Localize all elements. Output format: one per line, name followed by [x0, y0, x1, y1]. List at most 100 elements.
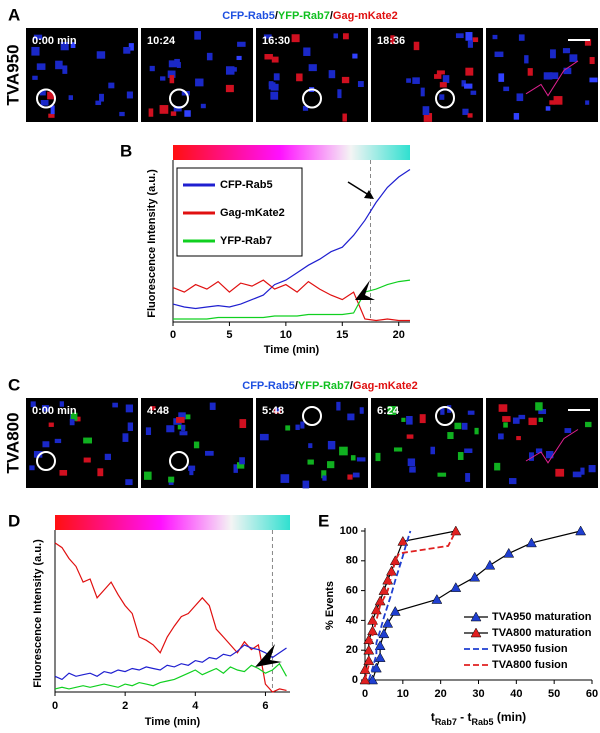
tracked-circle — [435, 88, 455, 109]
timestamp: 4:48 — [147, 405, 169, 417]
particle — [503, 422, 508, 428]
x-label-part: Rab7 — [435, 717, 457, 727]
particle — [194, 31, 201, 40]
y-tick-label: 60 — [346, 585, 358, 597]
particle — [69, 419, 75, 426]
particle — [55, 60, 63, 70]
particle — [406, 78, 411, 83]
particle — [36, 63, 46, 70]
particle — [170, 111, 177, 116]
particle — [83, 457, 91, 463]
timestamp: 0:00 min — [32, 405, 77, 417]
particle — [494, 462, 501, 471]
y-axis-label: Fluorescence Intensity (a.u.) — [146, 169, 158, 318]
particle — [125, 404, 133, 413]
particle — [549, 100, 555, 105]
title-part: / — [275, 10, 278, 22]
particle — [239, 419, 247, 429]
particle — [563, 67, 572, 75]
particle — [302, 105, 309, 111]
particle — [440, 407, 445, 415]
series-line — [54, 644, 287, 681]
series-line — [173, 279, 411, 320]
particle — [32, 75, 38, 80]
particle — [342, 33, 349, 40]
particle — [494, 51, 504, 58]
y-tick-label: 20 — [346, 644, 358, 656]
data-point — [469, 571, 481, 582]
panel-label: B — [120, 141, 132, 160]
data-point — [397, 535, 409, 546]
particle — [54, 438, 62, 444]
particle — [225, 66, 235, 75]
particle — [321, 470, 327, 479]
particle — [337, 89, 342, 99]
x-label-part: t — [431, 710, 435, 724]
particle — [528, 417, 537, 426]
particle — [280, 474, 290, 483]
trajectory — [525, 60, 579, 97]
particle — [275, 407, 280, 413]
particle — [474, 427, 479, 435]
particle — [125, 479, 133, 486]
particle — [206, 52, 213, 61]
micrograph — [486, 28, 598, 122]
particle — [176, 417, 185, 423]
particle — [308, 64, 317, 72]
particle — [585, 100, 590, 105]
particle — [144, 471, 152, 480]
particle — [529, 452, 534, 461]
particle — [464, 448, 473, 453]
particle — [455, 33, 464, 39]
particle — [145, 427, 152, 436]
particle — [498, 73, 505, 82]
particle — [516, 436, 521, 441]
arrowhead — [364, 190, 374, 199]
particle — [462, 108, 469, 115]
particle — [160, 76, 166, 81]
particle — [430, 446, 436, 455]
title-part: YFP-Rab7 — [298, 380, 350, 392]
particle — [70, 412, 78, 421]
legend-label: CFP-Rab5 — [220, 179, 273, 191]
particle — [126, 91, 133, 99]
panel-label: C — [8, 375, 20, 394]
x-label-part: (min) — [494, 710, 527, 724]
particle — [322, 475, 327, 481]
particle — [439, 82, 447, 88]
particle — [233, 464, 238, 473]
particle — [442, 75, 450, 84]
tracked-circle — [36, 451, 56, 471]
particle — [47, 91, 54, 100]
legend-marker — [470, 611, 482, 622]
particle — [178, 412, 186, 420]
particle — [470, 90, 477, 95]
title-part: / — [350, 380, 353, 392]
particle — [112, 402, 118, 408]
x-tick-label: 10 — [397, 688, 409, 700]
title-part: Gag-mKate2 — [333, 10, 398, 22]
y-tick-label: 80 — [346, 555, 358, 567]
data-point — [374, 652, 386, 662]
tracked-circle — [36, 88, 56, 109]
particle — [327, 440, 336, 450]
x-label-part: - t — [457, 710, 472, 724]
particle — [347, 413, 355, 421]
trajectory — [525, 429, 579, 464]
x-tick-label: 2 — [122, 700, 128, 712]
particle — [503, 86, 510, 92]
particle — [413, 41, 420, 51]
particle — [173, 106, 182, 112]
title-part: Gag-mKate2 — [353, 380, 418, 392]
x-tick-label: 60 — [586, 688, 598, 700]
particle — [341, 76, 350, 84]
particle — [99, 93, 104, 102]
particle — [291, 34, 300, 43]
x-axis-label: tRab7 - tRab5 (min) — [431, 710, 526, 727]
legend-label: TVA950 maturation — [492, 611, 592, 623]
x-tick-label: 20 — [393, 329, 405, 341]
particle — [33, 34, 43, 40]
particle — [461, 80, 466, 87]
particle — [461, 422, 468, 430]
particle — [375, 452, 381, 462]
